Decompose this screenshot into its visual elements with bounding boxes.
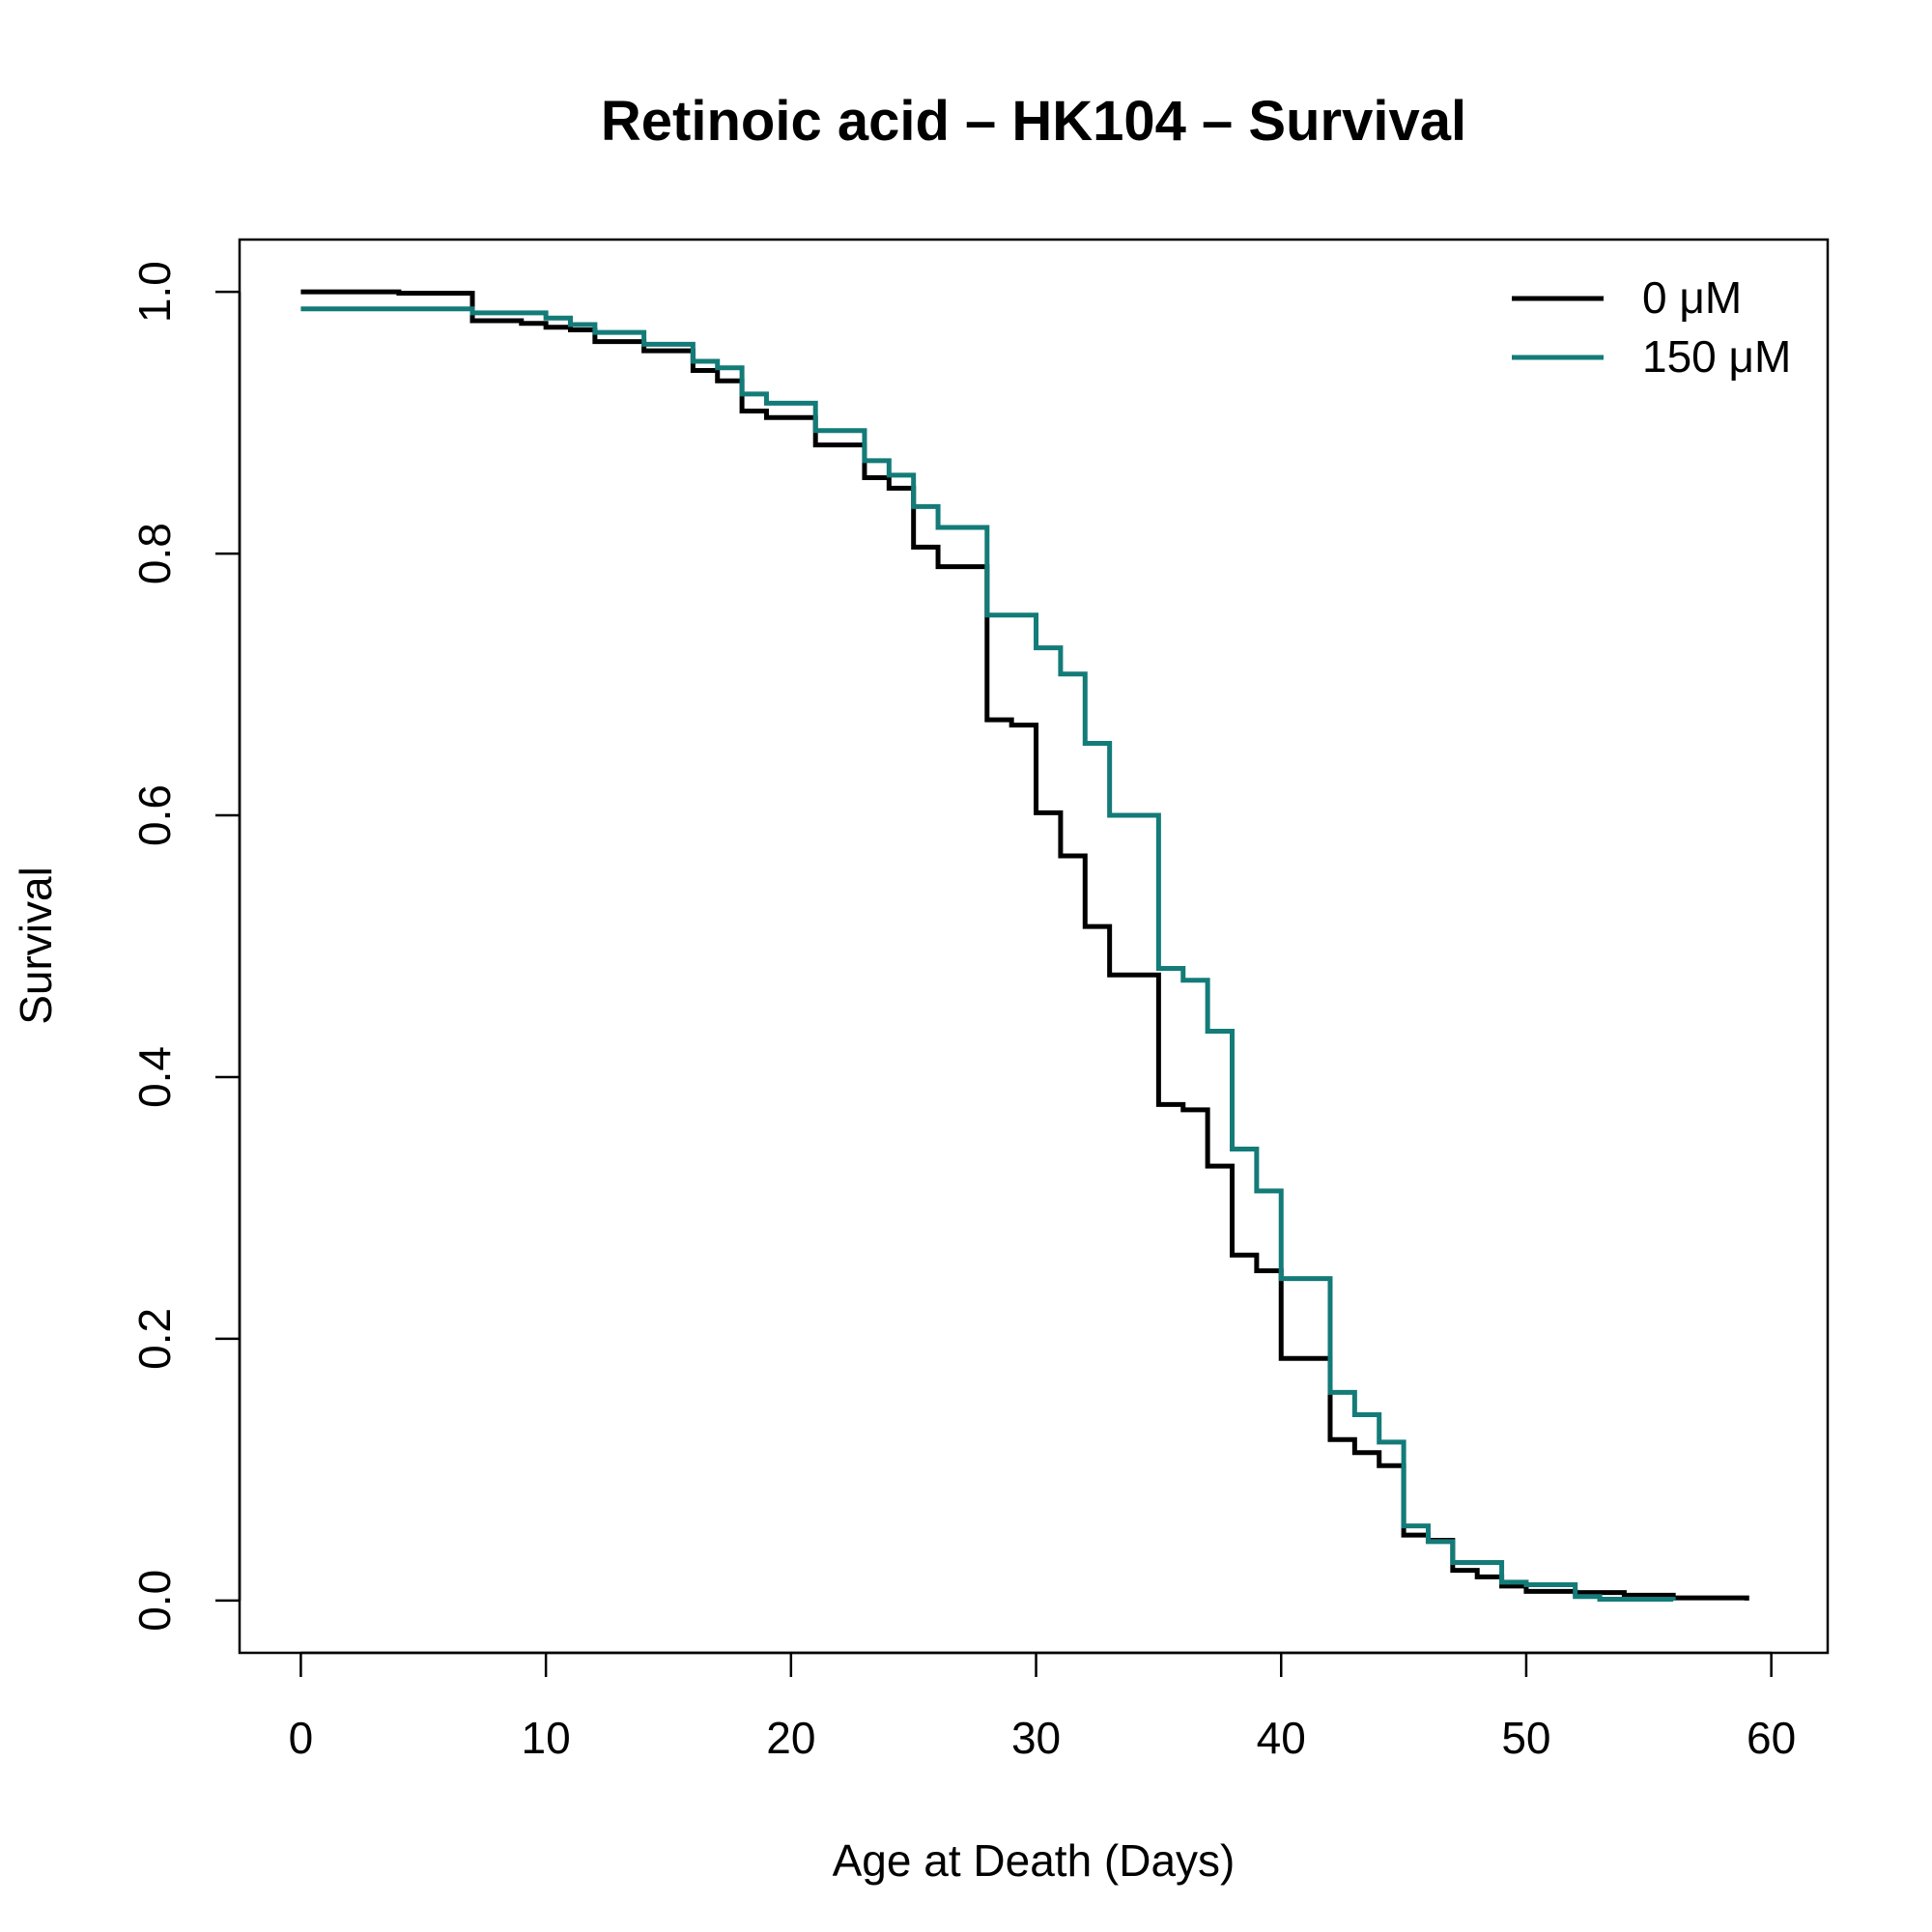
x-tick-label: 60 xyxy=(1747,1713,1796,1763)
chart-title: Retinoic acid – HK104 – Survival xyxy=(601,90,1466,153)
x-axis-label: Age at Death (Days) xyxy=(833,1835,1236,1886)
y-tick-label: 0.4 xyxy=(129,1046,180,1108)
y-tick-label: 0.6 xyxy=(129,784,180,846)
legend-label-0: 0 μM xyxy=(1642,272,1742,323)
x-tick-label: 10 xyxy=(522,1713,571,1763)
x-tick-label: 50 xyxy=(1501,1713,1550,1763)
y-axis: 0.0 0.2 0.4 0.6 0.8 1.0 xyxy=(129,261,242,1632)
x-axis: 0 10 20 30 40 50 60 xyxy=(289,1651,1796,1763)
legend: 0 μM 150 μM xyxy=(1512,272,1791,382)
x-tick-label: 40 xyxy=(1257,1713,1306,1763)
series-layer xyxy=(300,289,1749,1602)
legend-label-1: 150 μM xyxy=(1642,331,1791,382)
y-axis-label: Survival xyxy=(11,867,61,1025)
x-tick-label: 20 xyxy=(766,1713,815,1763)
series-line-0 xyxy=(300,289,1749,1601)
y-tick-label: 0.2 xyxy=(129,1308,180,1370)
y-tick-label: 0.0 xyxy=(129,1570,180,1632)
x-tick-label: 0 xyxy=(289,1713,314,1763)
series-line-1 xyxy=(300,306,1676,1602)
y-tick-label: 0.8 xyxy=(129,523,180,584)
x-tick-label: 30 xyxy=(1011,1713,1061,1763)
y-tick-label: 1.0 xyxy=(129,261,180,323)
